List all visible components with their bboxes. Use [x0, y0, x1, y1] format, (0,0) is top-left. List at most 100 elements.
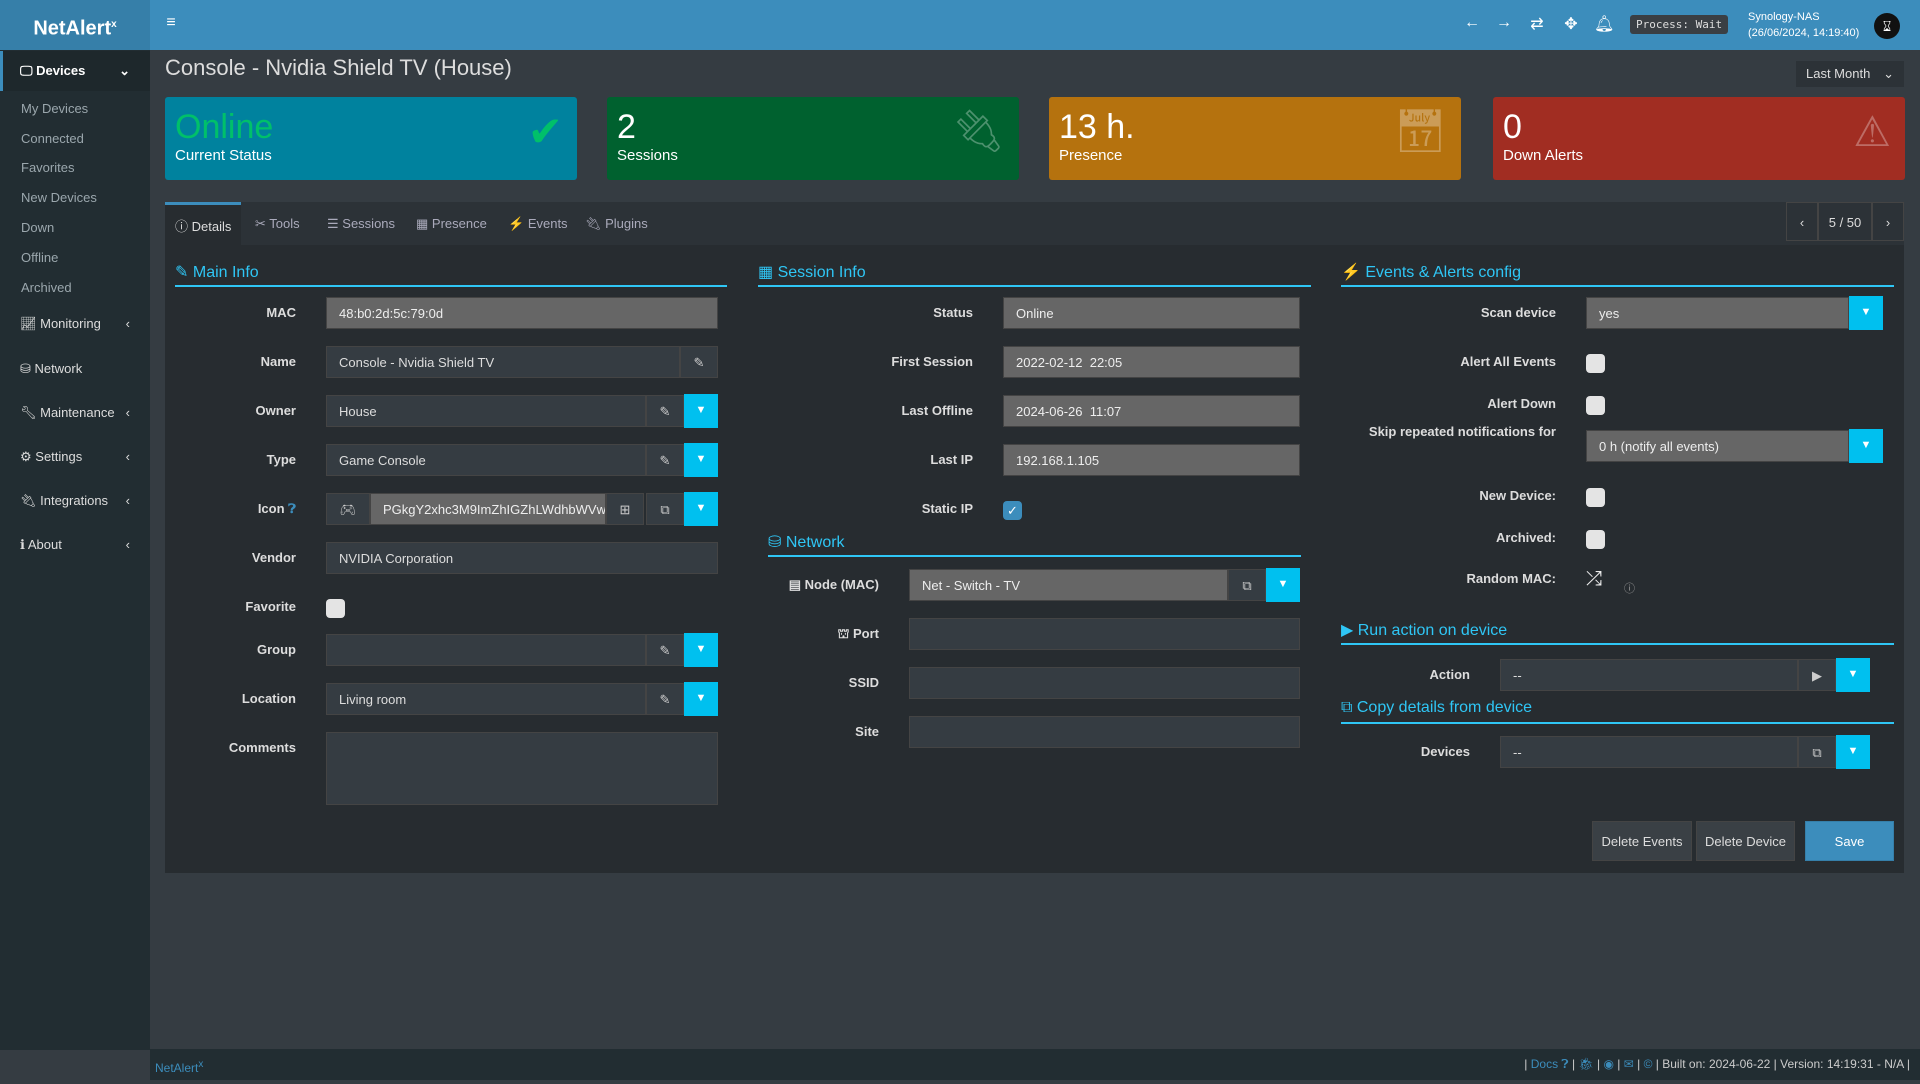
ssid-field[interactable]	[909, 667, 1300, 699]
down-alerts-box[interactable]: 0 Down Alerts ⚠	[1493, 97, 1905, 180]
section-title: Events & Alerts config	[1365, 264, 1522, 281]
mail-icon[interactable]: ✉	[1623, 1057, 1634, 1071]
arrow-left-icon[interactable]: ←	[1464, 14, 1480, 31]
tab-plugins[interactable]: 🔌︎ Plugins	[585, 216, 648, 231]
sidebar-item-maintenance[interactable]: 🔧︎ Maintenance ‹	[0, 393, 150, 433]
action-dropdown-caret-icon[interactable]: ▼	[1836, 658, 1870, 692]
favorite-checkbox[interactable]	[326, 599, 345, 618]
sidebar-sub-offline[interactable]: Offline	[21, 250, 59, 265]
tab-sessions[interactable]: ☰ Sessions	[327, 216, 396, 231]
hamburger-menu-icon[interactable]: ≡	[166, 14, 176, 31]
check-icon: ✔	[527, 108, 563, 155]
new-device-checkbox[interactable]	[1586, 488, 1605, 507]
save-button[interactable]: Save	[1805, 821, 1894, 861]
tab-tools[interactable]: ✂ Tools	[255, 216, 300, 231]
play-icon[interactable]: ▶	[1798, 659, 1836, 691]
github-icon[interactable]: ◉	[1603, 1057, 1614, 1071]
arrow-right-icon[interactable]: →	[1496, 14, 1512, 31]
help-icon[interactable]: ❓︎	[288, 501, 296, 516]
icon-dropdown-caret-icon[interactable]: ▼	[684, 492, 718, 526]
sidebar-item-settings[interactable]: ⚙ Settings ‹	[0, 437, 150, 477]
ssid-label: SSID	[848, 675, 879, 690]
presence-box[interactable]: 13 h. Presence 📅︎	[1049, 97, 1461, 180]
icon-field[interactable]: PGkgY2xhc3M9ImZhIGZhLWdhbWVw	[370, 493, 606, 525]
status-box[interactable]: Online Current Status ✔	[165, 97, 577, 180]
refresh-icon[interactable]: ⇄	[1530, 16, 1544, 33]
copy-icon[interactable]: ⧉	[1798, 736, 1836, 768]
copyright-icon[interactable]: ©	[1643, 1057, 1653, 1071]
node-dropdown-caret-icon[interactable]: ▼	[1266, 568, 1300, 602]
scan-dropdown-caret-icon[interactable]: ▼	[1849, 296, 1883, 330]
sidebar-sub-favorites[interactable]: Favorites	[21, 160, 75, 175]
docs-link[interactable]: Docs	[1530, 1057, 1559, 1071]
static-ip-checkbox[interactable]: ✓	[1003, 501, 1022, 520]
info-icon[interactable]: ⓘ	[1624, 583, 1635, 595]
action-select[interactable]: --	[1500, 659, 1798, 691]
sidebar-sub-down[interactable]: Down	[21, 220, 55, 235]
sidebar-item-network[interactable]: ⛁ Network	[20, 361, 83, 376]
tab-events[interactable]: ⚡ Events	[508, 216, 568, 231]
edit-pencil-icon[interactable]: ✎	[646, 395, 684, 427]
type-field[interactable]: Game Console	[326, 444, 646, 476]
sidebar-sub-connected[interactable]: Connected	[21, 131, 84, 146]
skip-dropdown-caret-icon[interactable]: ▼	[1849, 429, 1883, 463]
delete-device-button[interactable]: Delete Device	[1696, 821, 1795, 861]
location-dropdown-caret-icon[interactable]: ▼	[684, 682, 718, 716]
sidebar-item-about[interactable]: ℹ About ‹	[0, 525, 150, 565]
name-field[interactable]: Console - Nvidia Shield TV	[326, 346, 680, 378]
chevron-left-icon: ‹	[125, 316, 130, 331]
copy-icon[interactable]: ⧉	[646, 493, 684, 525]
scan-device-select[interactable]: yes	[1586, 297, 1849, 329]
tab-details[interactable]: ⓘ Details	[165, 202, 242, 245]
section-title: Run action on device	[1357, 622, 1508, 639]
site-field[interactable]	[909, 716, 1300, 748]
add-icon[interactable]: ⊞	[606, 493, 644, 525]
sidebar-item-label: About	[27, 537, 62, 552]
icon-label: Icon ❓︎	[175, 493, 296, 525]
tab-presence[interactable]: ▦ Presence	[416, 216, 487, 231]
host-datetime: (26/06/2024, 14:19:40)	[1748, 27, 1860, 39]
skip-notifications-select[interactable]: 0 h (notify all events)	[1586, 430, 1849, 462]
vendor-label: Vendor	[251, 550, 296, 565]
delete-events-button[interactable]: Delete Events	[1592, 821, 1692, 861]
devices-dropdown-caret-icon[interactable]: ▼	[1836, 735, 1870, 769]
shuffle-icon: ⤮	[1586, 568, 1602, 590]
location-field[interactable]: Living room	[326, 683, 646, 715]
vendor-field[interactable]: NVIDIA Corporation	[326, 542, 718, 574]
name-label: Name	[260, 354, 296, 369]
help-icon[interactable]: ❓︎	[1561, 1057, 1569, 1071]
period-select[interactable]: Last Month ⌄	[1796, 61, 1904, 87]
type-dropdown-caret-icon[interactable]: ▼	[684, 443, 718, 477]
alert-all-checkbox[interactable]	[1586, 354, 1605, 373]
group-field[interactable]	[326, 634, 646, 666]
archived-checkbox[interactable]	[1586, 530, 1605, 549]
copy-devices-select[interactable]: --	[1500, 736, 1798, 768]
sidebar-sub-new-devices[interactable]: New Devices	[21, 190, 97, 205]
footer-brand[interactable]: NetAlertx	[155, 1049, 203, 1084]
next-device-button[interactable]: ›	[1872, 202, 1904, 241]
prev-device-button[interactable]: ‹	[1786, 202, 1818, 241]
edit-pencil-icon[interactable]: ✎	[680, 346, 718, 378]
bug-icon[interactable]: 🐞︎	[1578, 1057, 1594, 1071]
comments-textarea[interactable]	[326, 732, 718, 805]
owner-field[interactable]: House	[326, 395, 646, 427]
logo[interactable]: NetAlertx	[0, 0, 150, 50]
owner-dropdown-caret-icon[interactable]: ▼	[684, 394, 718, 428]
open-link-icon[interactable]: ⧉	[1228, 569, 1266, 601]
bell-icon[interactable]: 🔔︎	[1594, 16, 1615, 33]
sidebar-item-devices[interactable]: 🖵︎ Devices ⌄	[0, 51, 150, 91]
group-dropdown-caret-icon[interactable]: ▼	[684, 633, 718, 667]
node-field[interactable]: Net - Switch - TV	[909, 569, 1228, 601]
port-field[interactable]	[909, 618, 1300, 650]
edit-pencil-icon[interactable]: ✎	[646, 444, 684, 476]
sidebar-item-monitoring[interactable]: 📈︎ Monitoring ‹	[0, 304, 150, 344]
user-avatar-icon[interactable]: ⌛︎	[1874, 13, 1900, 39]
edit-pencil-icon[interactable]: ✎	[646, 683, 684, 715]
sidebar-item-integrations[interactable]: 🔌︎ Integrations ‹	[0, 481, 150, 521]
sidebar-sub-my-devices[interactable]: My Devices	[21, 101, 89, 116]
arrows-move-icon[interactable]: ✥	[1564, 16, 1578, 33]
edit-pencil-icon[interactable]: ✎	[646, 634, 684, 666]
sessions-box[interactable]: 2 Sessions 🔌︎	[607, 97, 1019, 180]
sidebar-sub-archived[interactable]: Archived	[21, 280, 72, 295]
alert-down-checkbox[interactable]	[1586, 396, 1605, 415]
